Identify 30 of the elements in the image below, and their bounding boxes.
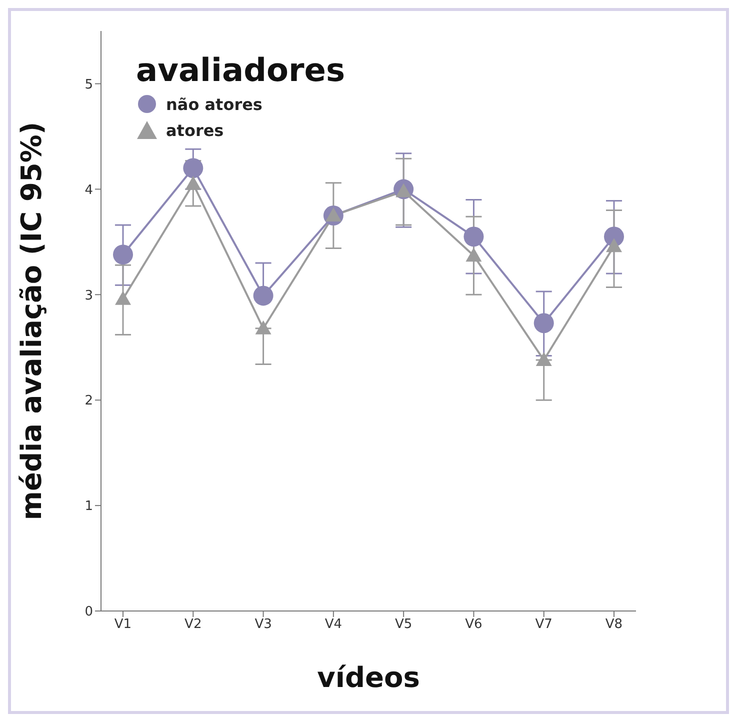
point bbox=[255, 320, 272, 334]
point bbox=[534, 313, 554, 334]
point bbox=[183, 158, 204, 178]
y-tick-label: 0 bbox=[84, 604, 93, 620]
y-tick-label: 5 bbox=[84, 77, 93, 92]
x-tick-label: V4 bbox=[324, 617, 342, 632]
legend-label: atores bbox=[166, 120, 224, 140]
x-tick-label: V1 bbox=[114, 617, 132, 632]
y-tick-label: 3 bbox=[84, 288, 93, 304]
x-tick-label: V6 bbox=[465, 617, 482, 632]
point bbox=[606, 238, 622, 252]
x-tick-label: V5 bbox=[394, 617, 412, 632]
legend-label: não atores bbox=[166, 94, 262, 114]
point bbox=[466, 248, 482, 262]
x-tick-label: V7 bbox=[535, 617, 552, 632]
x-tick-label: V8 bbox=[605, 617, 623, 632]
point bbox=[464, 226, 484, 247]
point bbox=[115, 290, 131, 305]
point bbox=[185, 176, 202, 190]
y-tick-label: 2 bbox=[84, 394, 93, 409]
point bbox=[253, 286, 274, 306]
x-axis-title: vídeos bbox=[317, 661, 420, 694]
x-tick-label: V2 bbox=[184, 617, 202, 632]
x-tick-label: V3 bbox=[254, 617, 272, 632]
y-tick-label: 4 bbox=[84, 182, 93, 198]
y-tick-label: 1 bbox=[84, 499, 93, 514]
point bbox=[113, 244, 133, 265]
y-axis-title: média avaliação (IC 95%) bbox=[14, 122, 48, 520]
point bbox=[536, 352, 552, 366]
legend-title: avaliadores bbox=[136, 51, 345, 89]
